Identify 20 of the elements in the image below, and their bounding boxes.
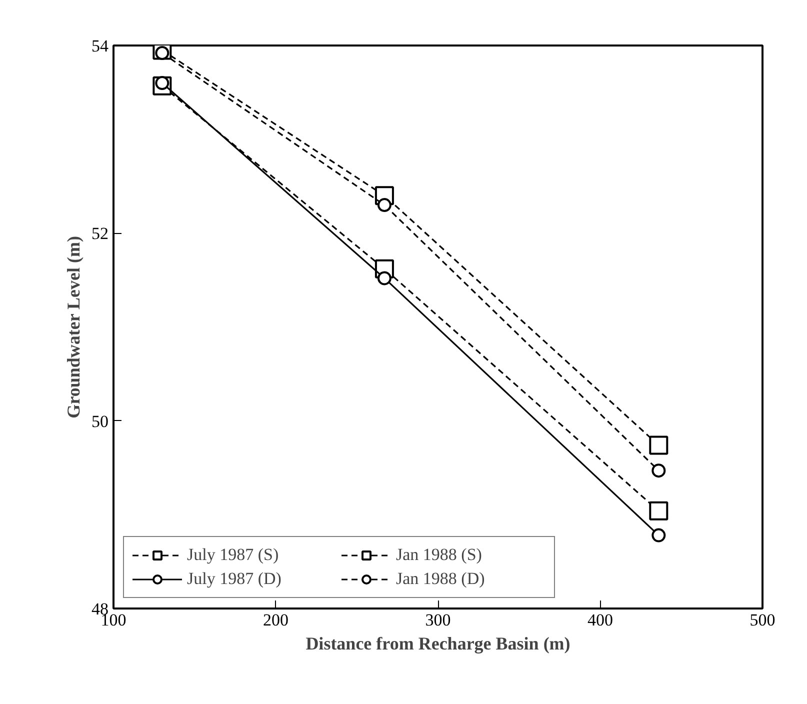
legend-label: July 1987 (D): [187, 569, 282, 589]
y-tick-label: 54: [92, 36, 109, 56]
x-tick-label: 500: [750, 610, 776, 630]
y-tick-label: 52: [92, 224, 108, 244]
x-tick-label: 200: [263, 610, 288, 630]
point: [155, 46, 170, 60]
x-tick-label: 300: [425, 610, 451, 630]
legend-label: Jan 1988 (D): [396, 569, 486, 589]
point: [377, 271, 392, 286]
y-axis-title: Groundwater Level (m): [64, 236, 84, 418]
point: [652, 464, 666, 478]
legend-label: Jan 1988 (S): [396, 545, 483, 565]
point: [649, 501, 668, 520]
x-tick-label: 400: [588, 610, 613, 630]
y-tick-label: 50: [92, 412, 108, 431]
x-axis-title: Distance from Recharge Basin (m): [306, 634, 570, 654]
point: [377, 198, 392, 212]
legend-label: July 1987 (S): [187, 545, 280, 565]
point: [652, 528, 666, 542]
point: [649, 436, 668, 455]
